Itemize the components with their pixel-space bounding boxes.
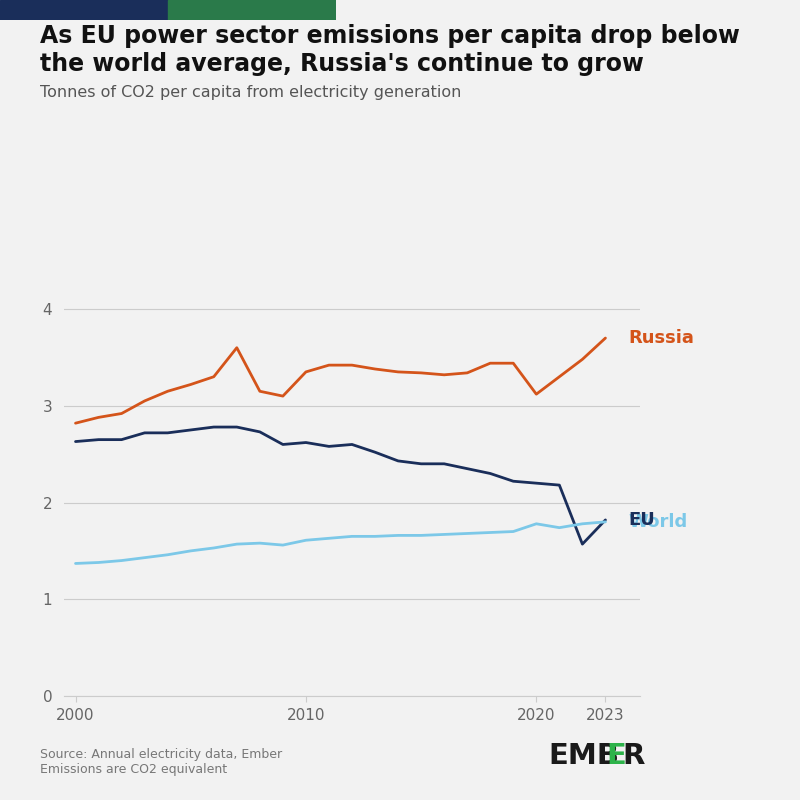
Text: Source: Annual electricity data, Ember
Emissions are CO2 equivalent: Source: Annual electricity data, Ember E… [40,748,282,776]
Bar [0,0,168,20]
Bar [168,0,336,20]
Text: As EU power sector emissions per capita drop below: As EU power sector emissions per capita … [40,24,740,48]
Text: Tonnes of CO2 per capita from electricity generation: Tonnes of CO2 per capita from electricit… [40,85,462,100]
Text: the world average, Russia's continue to grow: the world average, Russia's continue to … [40,52,644,76]
Text: E: E [606,742,626,770]
Text: Russia: Russia [629,329,694,347]
Text: EMB: EMB [548,742,619,770]
Text: EU: EU [629,511,655,529]
Text: World: World [629,513,688,531]
Text: R: R [622,742,645,770]
